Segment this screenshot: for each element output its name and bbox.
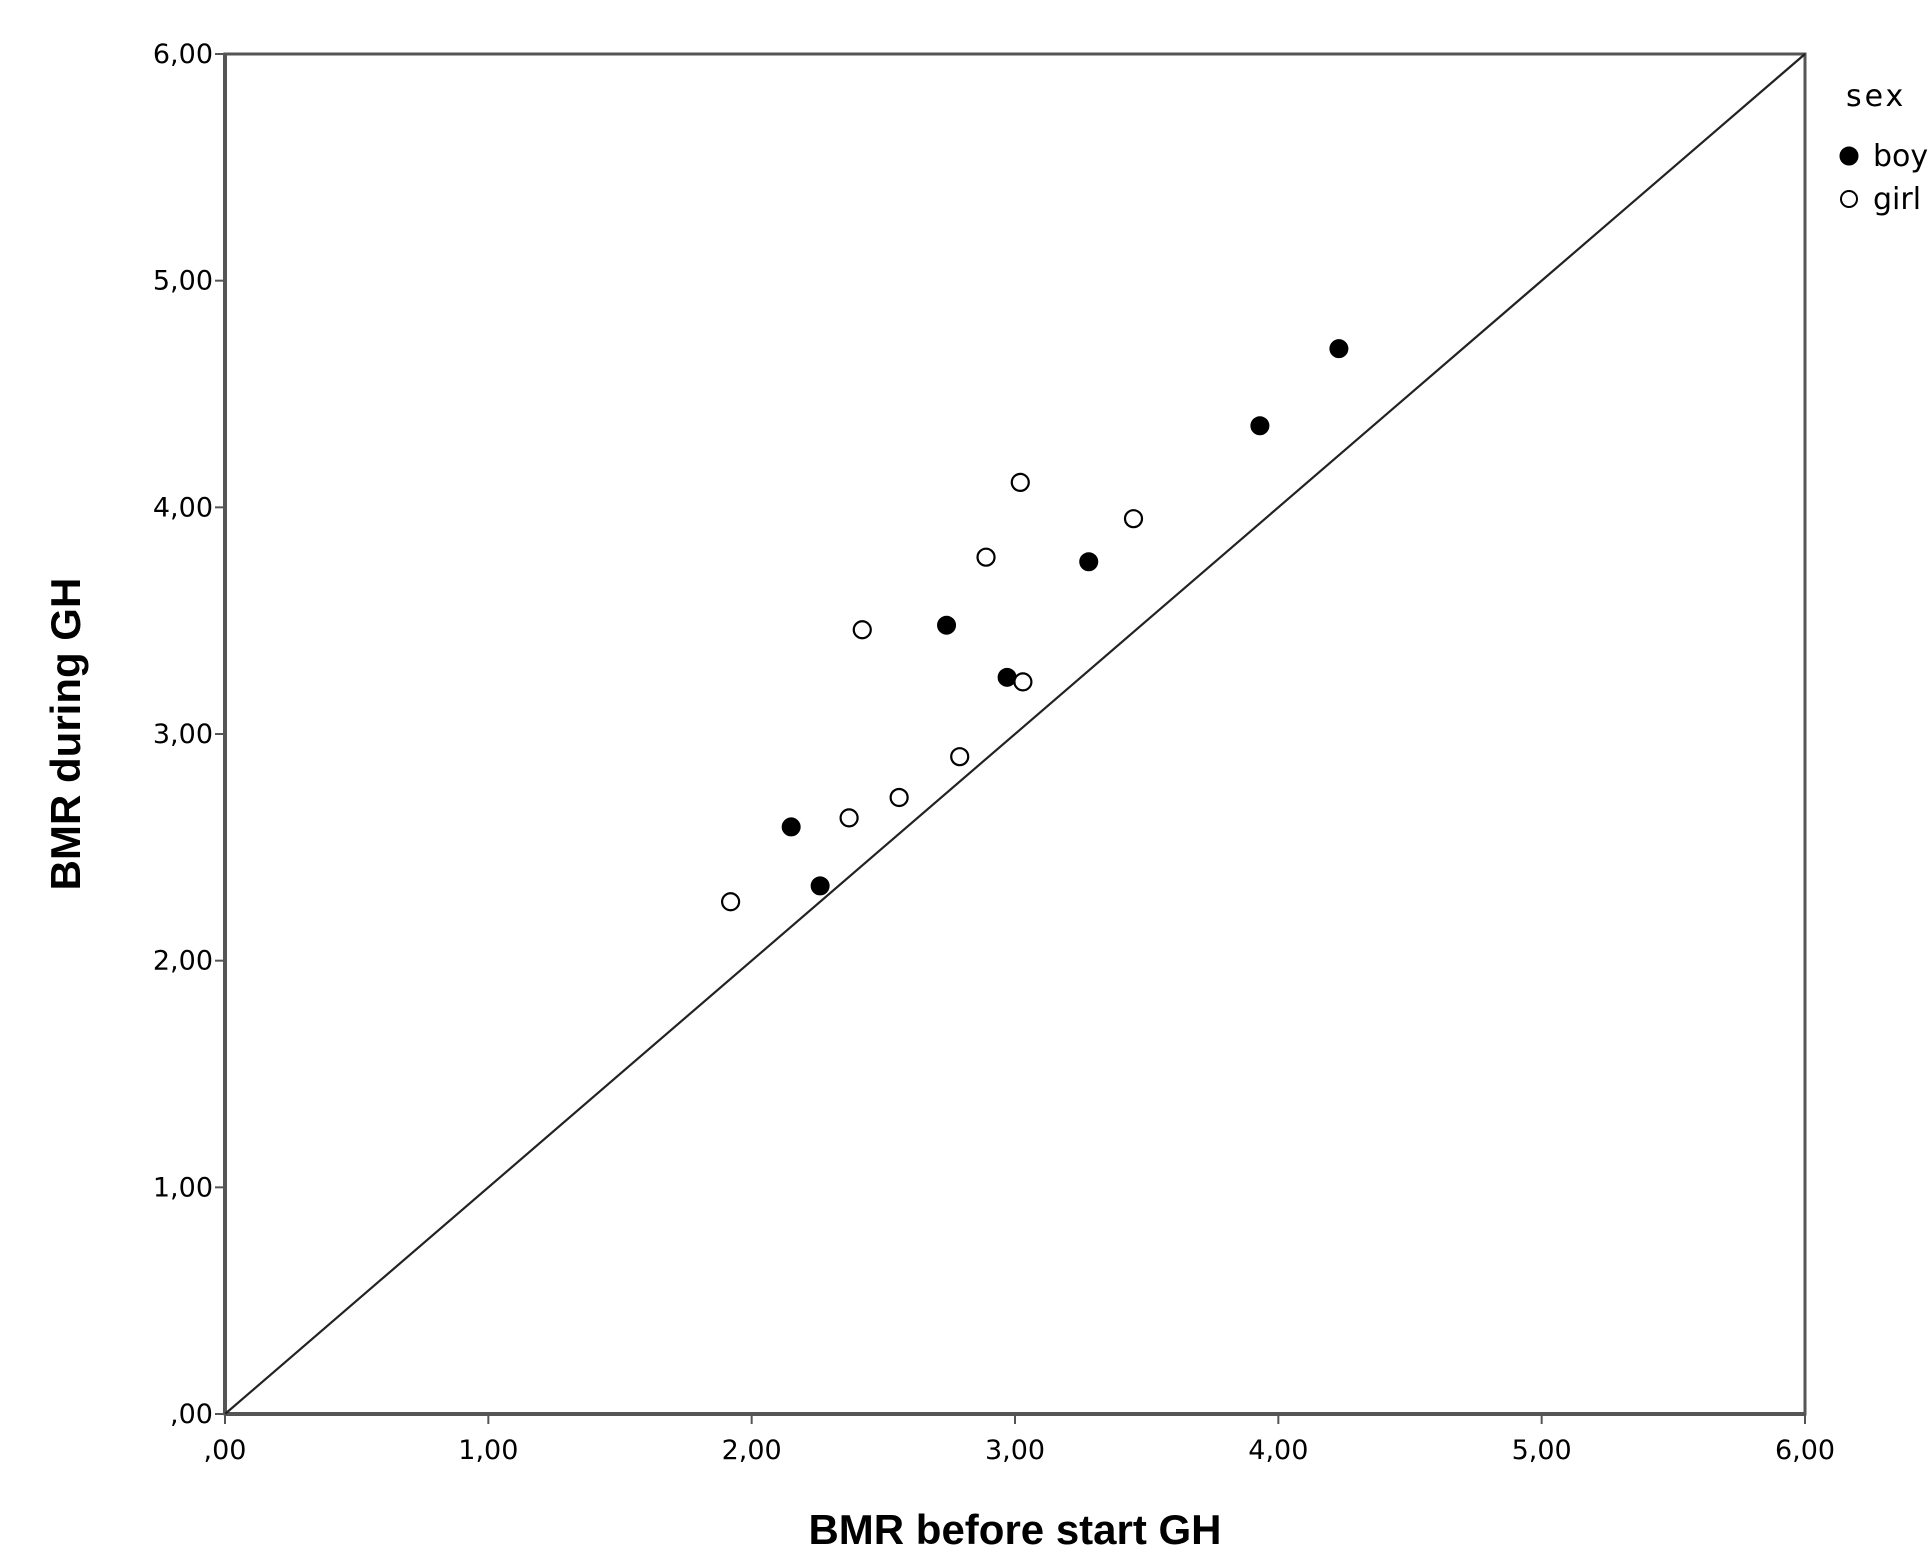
axis-ticks: ,00 1,00 2,00 3,00 4,00 5,00 6,00 ,00 1,00 2,00 3,… xyxy=(153,39,1835,1466)
x-tick-label: 4,00 xyxy=(1248,1435,1308,1466)
point-girl xyxy=(1123,509,1144,529)
y-tick-label: 2,00 xyxy=(153,946,213,977)
point-boy xyxy=(781,817,801,837)
legend-marker-boy xyxy=(1839,146,1859,166)
point-boy xyxy=(1329,339,1349,359)
y-tick-label: 6,00 xyxy=(153,39,213,70)
point-girl xyxy=(950,747,970,767)
legend: sex boy girl xyxy=(1839,79,1928,217)
y-tick-label: 3,00 xyxy=(153,719,213,750)
point-boy xyxy=(937,615,957,635)
point-boy xyxy=(1079,552,1099,572)
legend-marker-girl xyxy=(1840,190,1858,208)
point-boy xyxy=(1250,416,1270,436)
y-tick-label: 4,00 xyxy=(153,492,213,523)
x-tick-label: 5,00 xyxy=(1512,1435,1572,1466)
x-tick-label: 1,00 xyxy=(458,1435,518,1466)
x-tick-label: 6,00 xyxy=(1775,1435,1835,1466)
point-girl xyxy=(720,892,741,912)
legend-label-boy: boy xyxy=(1873,139,1928,174)
point-girl xyxy=(852,620,872,640)
x-tick-label: ,00 xyxy=(204,1435,247,1466)
point-boy xyxy=(997,667,1017,687)
legend-label-girl: girl xyxy=(1873,182,1921,217)
point-girl xyxy=(889,787,909,808)
point-girl xyxy=(839,808,859,828)
x-axis-title: BMR before start GH xyxy=(808,1506,1221,1551)
y-tick-label: 5,00 xyxy=(153,266,213,297)
point-boy xyxy=(810,876,830,896)
y-axis-title: BMR during GH xyxy=(42,578,89,891)
legend-title: sex xyxy=(1846,79,1906,114)
y-tick-label: 1,00 xyxy=(153,1172,213,1203)
x-tick-label: 2,00 xyxy=(722,1435,782,1466)
data-points xyxy=(720,339,1349,912)
y-tick-label: ,00 xyxy=(170,1399,213,1430)
point-girl xyxy=(976,547,996,567)
reference-line xyxy=(224,53,1806,1415)
point-girl xyxy=(1010,472,1030,492)
point-girl xyxy=(1013,672,1033,692)
x-tick-label: 3,00 xyxy=(985,1435,1045,1466)
